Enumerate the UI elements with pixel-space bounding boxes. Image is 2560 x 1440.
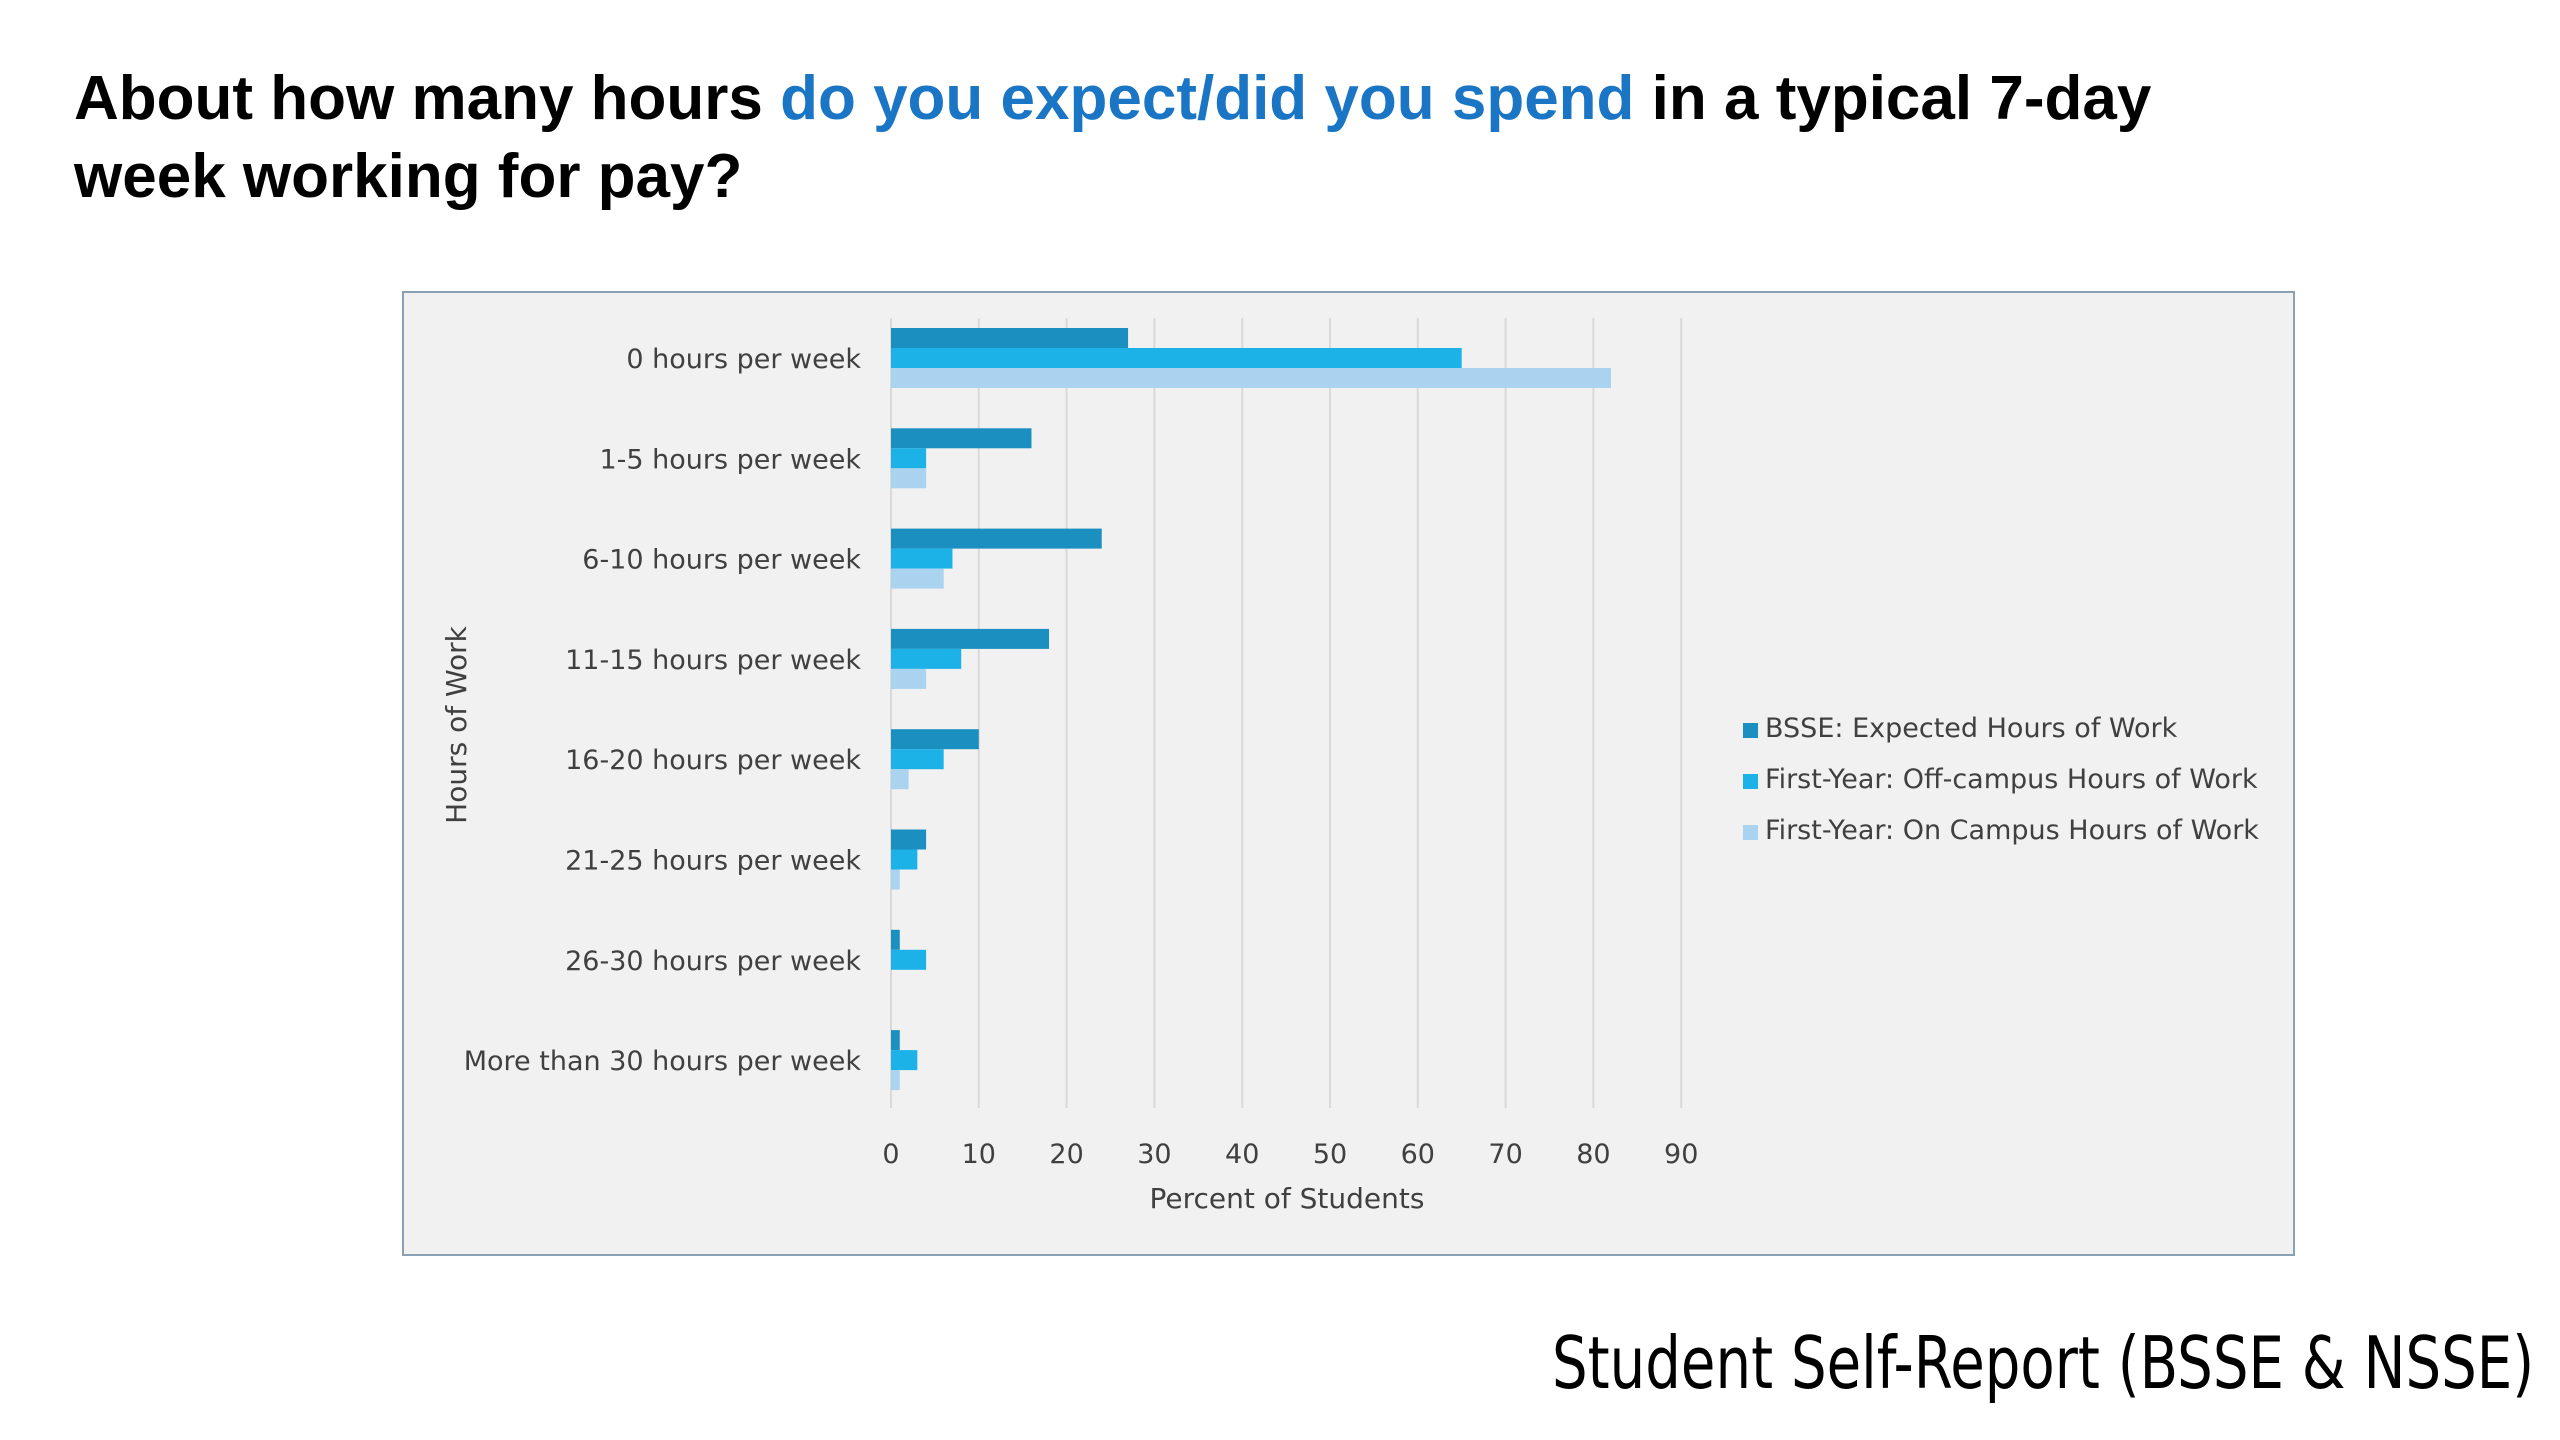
bar xyxy=(891,528,1102,549)
bar xyxy=(891,468,927,489)
x-tick-label: 80 xyxy=(1576,1139,1610,1170)
x-tick-label: 10 xyxy=(962,1139,996,1170)
x-tick-label: 0 xyxy=(882,1139,899,1170)
bar xyxy=(891,548,953,569)
x-tick-label: 90 xyxy=(1664,1139,1698,1170)
title-text-end: in a typical 7-day week working for pay? xyxy=(74,64,2152,211)
bar xyxy=(891,448,927,469)
bar xyxy=(891,1070,900,1091)
legend-swatch xyxy=(1743,825,1758,840)
bar xyxy=(891,348,1462,368)
bar xyxy=(891,1050,918,1071)
y-category-label: 21-25 hours per week xyxy=(565,846,861,877)
bar xyxy=(891,568,944,589)
y-category-label: 16-20 hours per week xyxy=(565,745,861,776)
y-category-label: More than 30 hours per week xyxy=(464,1046,862,1077)
legend-swatch xyxy=(1743,774,1758,789)
legend-label: First-Year: Off-campus Hours of Work xyxy=(1765,764,2258,795)
bar xyxy=(891,729,979,750)
bar xyxy=(891,668,927,689)
bar xyxy=(891,769,909,790)
y-category-label: 26-30 hours per week xyxy=(565,946,861,977)
x-tick-label: 30 xyxy=(1137,1139,1171,1170)
bar xyxy=(891,328,1129,348)
x-axis-title: Percent of Students xyxy=(1150,1182,1425,1215)
bar xyxy=(891,949,927,970)
x-tick-label: 20 xyxy=(1049,1139,1083,1170)
bar xyxy=(891,428,1032,449)
bar xyxy=(891,749,944,770)
legend-label: BSSE: Expected Hours of Work xyxy=(1765,713,2178,744)
x-tick-label: 60 xyxy=(1401,1139,1435,1170)
bar xyxy=(891,368,1611,388)
bar xyxy=(891,648,962,669)
bar xyxy=(891,869,900,890)
bar-chart: 0 10 20 30 40 50 60 70 80 90 0 hours per week 1-5 h… xyxy=(440,318,2259,1215)
x-tick-label: 40 xyxy=(1225,1139,1259,1170)
bar xyxy=(891,829,927,850)
slide-title: About how many hours do you expect/did y… xyxy=(74,60,2194,216)
title-text-start: About how many hours xyxy=(74,64,781,133)
bar xyxy=(891,929,900,950)
legend-label: First-Year: On Campus Hours of Work xyxy=(1765,815,2259,846)
x-tick-label: 70 xyxy=(1488,1139,1522,1170)
x-tick-label: 50 xyxy=(1313,1139,1347,1170)
y-axis-title: Hours of Work xyxy=(440,625,473,824)
chart-frame: 0 10 20 30 40 50 60 70 80 90 0 hours per week 1-5 h… xyxy=(402,291,2295,1256)
legend-swatch xyxy=(1743,723,1758,738)
bar xyxy=(891,849,918,870)
y-category-label: 6-10 hours per week xyxy=(582,545,861,576)
y-category-label: 11-15 hours per week xyxy=(565,645,861,676)
bar xyxy=(891,628,1050,649)
title-highlight: do you expect/did you spend xyxy=(780,64,1635,133)
y-category-label: 0 hours per week xyxy=(626,344,861,375)
footer-caption: Student Self-Report (BSSE & NSSE) xyxy=(1551,1321,2534,1405)
y-category-label: 1-5 hours per week xyxy=(599,444,861,475)
bar xyxy=(891,1030,900,1051)
